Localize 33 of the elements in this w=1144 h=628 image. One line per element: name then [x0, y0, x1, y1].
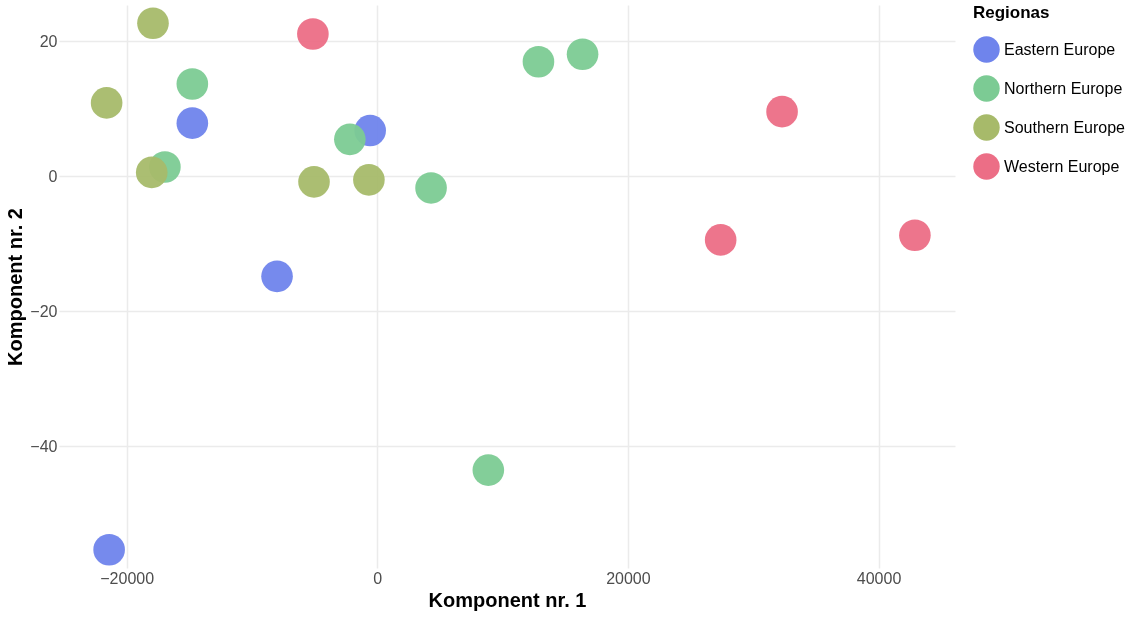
point: [566, 38, 599, 71]
point: [704, 224, 737, 256]
x-tick-label: 20000: [606, 569, 651, 587]
point: [415, 172, 447, 204]
legend-label: Southern Europe: [1004, 118, 1126, 136]
y-tick-label: 0: [48, 167, 58, 185]
legend-title: Regionas: [973, 3, 1050, 22]
point: [899, 219, 931, 251]
point: [135, 156, 168, 189]
x-axis-title: Komponent nr. 1: [428, 588, 587, 611]
point: [472, 454, 505, 486]
point: [261, 260, 293, 293]
x-tick-label: −20000: [100, 569, 155, 587]
point: [297, 18, 329, 50]
legend-label: Northern Europe: [1004, 79, 1123, 97]
y-tick-label: −40: [30, 437, 58, 455]
x-tick-label: 0: [373, 569, 383, 587]
point: [334, 123, 366, 156]
legend-label: Western Europe: [1004, 157, 1120, 175]
point: [353, 164, 385, 196]
point: [176, 68, 209, 100]
point: [93, 533, 125, 566]
point: [176, 107, 209, 139]
point: [522, 45, 555, 78]
point: [137, 7, 169, 40]
point: [298, 166, 330, 198]
legend-label: Eastern Europe: [1004, 40, 1116, 58]
point: [766, 95, 798, 128]
y-tick-label: −20: [30, 302, 58, 320]
point: [90, 87, 123, 119]
x-tick-label: 40000: [856, 569, 902, 587]
y-axis-title: Komponent nr. 2: [4, 208, 27, 366]
y-tick-label: 20: [39, 32, 58, 50]
